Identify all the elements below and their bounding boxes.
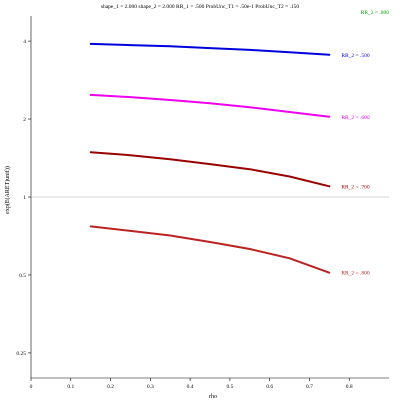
series-label-1: RR_2 = .500 xyxy=(341,53,370,59)
x-tick-label: 0.5 xyxy=(226,384,233,390)
series-label-3: RR_2 = .700 xyxy=(341,184,370,190)
series-line-4 xyxy=(89,225,331,274)
y-tick-label: 0.25 xyxy=(16,351,26,357)
y-tick-label: 1 xyxy=(23,195,26,201)
y-tick-label: 4 xyxy=(23,39,26,45)
x-axis-label: rho xyxy=(209,394,217,400)
x-tick-label: 0.4 xyxy=(187,384,194,390)
series-layer: RR_2 = .500 RR_2 = .600 RR_2 = .700 RR_2 = … xyxy=(89,42,370,277)
series-label-2: RR_2 = .600 xyxy=(341,115,370,121)
series-line-3 xyxy=(89,151,331,188)
series-line-2 xyxy=(89,93,331,118)
axes: 0 0.1 0.2 0.3 0.4 0.5 0.6 0.7 0.8 4 2 1 0.5 0.25 xyxy=(16,16,389,390)
chart-title: shape_1 = 2.000 shape_2 = 2.000 RR_1 = .… xyxy=(101,4,300,10)
series-line-1 xyxy=(89,42,331,56)
x-tick-label: 0.8 xyxy=(346,384,353,390)
x-tick-label: 0.6 xyxy=(266,384,273,390)
x-tick-label: 0.7 xyxy=(306,384,313,390)
x-tick-label: 0.3 xyxy=(147,384,154,390)
y-tick-label: 0.5 xyxy=(19,273,26,279)
series-label-4: RR_2 = .800 xyxy=(341,271,370,277)
legend-rr2-800: RR_2 = .800 xyxy=(361,10,390,16)
y-tick-label: 2 xyxy=(23,117,26,123)
y-axis-label: exp(E(ARET)unif)) xyxy=(4,166,11,214)
x-tick-label: 0.2 xyxy=(107,384,114,390)
x-tick-label: 0.1 xyxy=(67,384,74,390)
x-tick-label: 0 xyxy=(30,384,33,390)
